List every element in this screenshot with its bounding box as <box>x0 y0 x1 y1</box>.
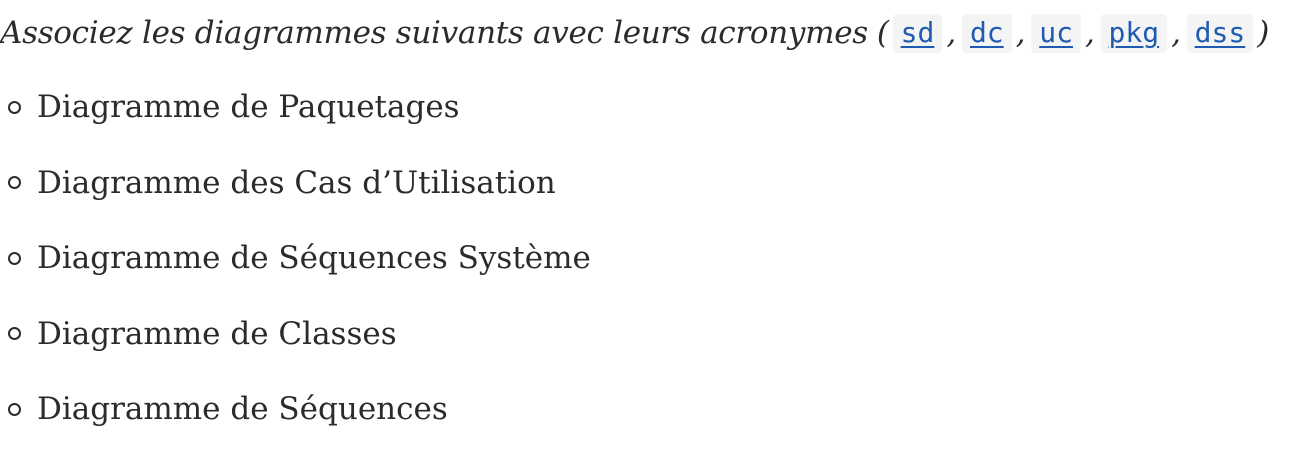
list-item-label: Diagramme de Séquences <box>37 391 448 427</box>
list-item-diagramme-de-sequences-systeme: Diagramme de Séquences Système <box>8 233 591 283</box>
acronym-link-pkg[interactable]: pkg <box>1100 13 1168 53</box>
list-item-diagramme-de-classes: Diagramme de Classes <box>8 309 591 359</box>
list-item-label: Diagramme des Cas d’Utilisation <box>37 164 556 201</box>
list-item-diagramme-de-sequences: Diagramme de Séquences <box>8 384 591 434</box>
acronym-separator: , <box>946 15 956 51</box>
list-item-diagramme-des-cas-d-utilisation: Diagramme des Cas d’Utilisation <box>8 158 591 208</box>
list-item-label: Diagramme de Séquences Système <box>37 240 591 276</box>
acronym-link-uc[interactable]: uc <box>1031 13 1081 53</box>
circle-outline-bullet-icon <box>8 327 21 340</box>
list-item-diagramme-de-paquetages: Diagramme de Paquetages <box>8 82 591 132</box>
list-item-label: Diagramme de Paquetages <box>37 89 460 125</box>
circle-outline-bullet-icon <box>8 100 21 114</box>
circle-outline-bullet-icon <box>8 251 21 265</box>
circle-outline-bullet-icon <box>8 402 21 416</box>
acronym-separator: , <box>1015 15 1026 51</box>
open-parenthesis: ( <box>876 15 889 51</box>
list-item-label: Diagramme de Classes <box>37 315 397 352</box>
acronym-link-dss[interactable]: dss <box>1186 13 1254 53</box>
question-prompt: Associez les diagrammes suivants avec le… <box>0 8 1269 58</box>
close-parenthesis: ) <box>1257 15 1270 51</box>
circle-outline-bullet-icon <box>8 176 21 189</box>
diagram-list: Diagramme de Paquetages Diagramme des Ca… <box>8 82 591 460</box>
acronym-separator: , <box>1171 15 1181 51</box>
acronym-link-dc[interactable]: dc <box>961 13 1012 53</box>
question-text: Associez les diagrammes suivants avec le… <box>0 15 868 51</box>
acronym-separator: , <box>1084 15 1095 51</box>
acronym-link-sd[interactable]: sd <box>892 13 943 53</box>
